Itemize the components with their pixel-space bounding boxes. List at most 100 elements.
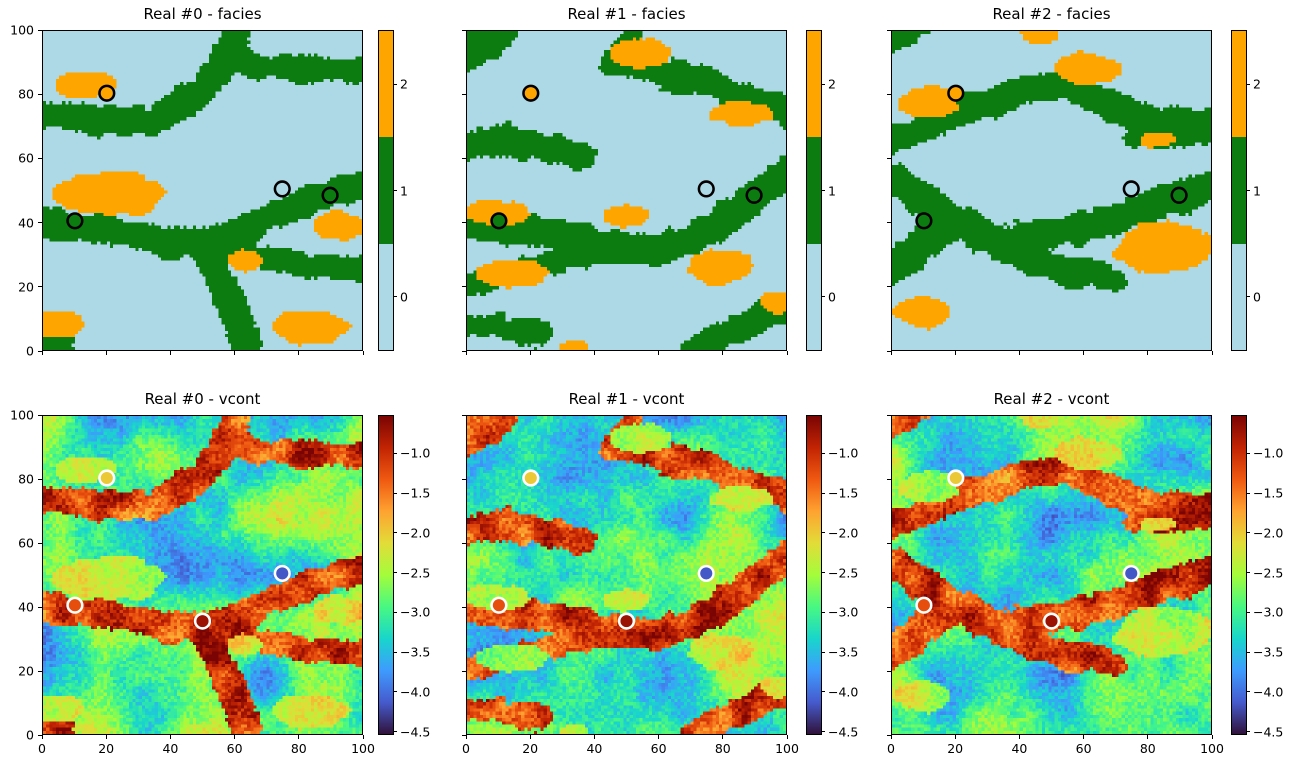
y-tick-label: 0 [26,343,34,359]
y-tick-label: 80 [18,471,34,487]
colorbar-facies-real2: 2 1 0 [1231,30,1261,351]
conditioning-points-overlay [490,84,763,230]
conditioning-point-marker [193,612,212,630]
colorbar-tick-label: −2.0 [828,525,859,541]
x-tick-label: 0 [887,741,895,756]
colorbar-segment [379,137,393,244]
colorbar-tick-mark [393,190,397,191]
plot-title: Real #1 - vcont [568,390,685,408]
colorbar-tick-mark [821,83,825,85]
x-tick-mark [465,735,467,739]
x-tick-label: 60 [226,741,243,756]
x-tick-mark [722,351,724,355]
colorbar-tick-mark [393,452,397,454]
colorbar-tick-label: −4.5 [1253,724,1284,740]
colorbar-tick-mark [821,572,825,574]
vcont-heatmap-real2 [892,416,1211,734]
x-tick-mark [890,735,892,739]
x-tick-mark [41,351,43,355]
y-tick-mark [887,350,891,352]
colorbar-tick-mark [821,611,825,613]
plot-title: Real #0 - vcont [144,390,261,408]
conditioning-point-marker [98,84,116,102]
conditioning-point-marker [617,612,636,630]
y-tick-mark [462,286,466,288]
colorbar-tick-label: 2 [1253,76,1261,92]
x-tick-label: 20 [947,741,964,756]
facies-heatmap-real2 [892,31,1211,350]
y-tick-mark [462,157,466,159]
conditioning-point-marker [1122,180,1140,198]
colorbar-tick-label: −3.0 [1253,604,1284,620]
x-tick-mark [529,735,531,739]
x-tick-label: 40 [162,741,179,756]
x-tick-label: 100 [775,741,799,756]
y-tick-mark [38,734,42,736]
y-tick-mark [38,29,42,31]
colorbar-tick-mark [1246,532,1250,534]
y-tick-mark [38,222,42,224]
y-tick-label: 80 [18,86,34,102]
x-tick-mark [593,351,595,355]
y-tick-label: 60 [18,150,34,166]
x-tick-mark [658,735,660,739]
y-tick-mark [462,542,466,544]
y-tick-label: 100 [10,22,34,38]
colorbar-segment [1232,137,1246,244]
colorbar-tick-mark [393,492,397,494]
colorbar-tick-label: −4.0 [1253,684,1284,700]
colorbar-tick-mark [821,296,825,298]
x-tick-mark [593,735,595,739]
x-tick-mark [298,351,300,355]
x-tick-mark [169,351,171,355]
conditioning-point-marker [915,596,933,614]
conditioning-points-overlay [490,469,715,630]
colorbar-tick-label: −1.5 [400,485,431,501]
x-tick-mark [298,735,300,739]
facies-heatmap-real0 [43,31,362,350]
conditioning-point-marker [522,469,540,487]
x-tick-label: 40 [1011,741,1028,756]
x-tick-label: 40 [586,741,603,756]
colorbar-tick-mark [1246,452,1250,454]
subplot-real1-facies: Real #1 - facies [462,5,788,355]
y-tick-mark [38,606,42,608]
axes-frame [891,415,1212,735]
y-tick-mark [38,286,42,288]
colorbar-vcont-real1: −1.0 −1.5 −2.0 −2.5 −3.0 −3.5 −4.0 −4.5 [806,415,858,739]
subplot-real1-vcont: Real #1 - vcont 0 20 40 60 80 100 [462,390,799,756]
y-tick-mark [38,414,42,416]
facies-heatmap-real1 [467,31,786,350]
x-tick-label: 100 [1200,741,1224,756]
colorbar-tick-label: −2.5 [400,565,431,581]
colorbar-tick-mark [821,731,825,733]
colorbar-tick-mark [393,572,397,574]
x-tick-mark [362,735,364,739]
y-tick-mark [462,478,466,480]
y-tick-mark [462,350,466,352]
colorbar-tick-mark [393,532,397,534]
colorbar-tick-label: 2 [400,76,408,92]
colorbar-tick-label: −3.5 [1253,644,1284,660]
axes-frame [466,30,787,351]
colorbar-tick-mark [821,691,825,693]
y-tick-label: 100 [10,407,34,423]
x-tick-mark [234,735,236,739]
x-tick-mark [954,351,956,355]
subplot-real2-facies: Real #2 - facies [887,5,1213,355]
conditioning-point-marker [273,564,291,582]
y-tick-mark [887,606,891,608]
colorbar-tick-mark [1246,83,1250,85]
y-tick-mark [887,29,891,31]
y-tick-mark [887,157,891,159]
conditioning-point-marker [490,212,508,230]
colorbar-tick-mark [1246,731,1250,733]
y-tick-label: 40 [18,215,34,231]
colorbar-tick-label: 0 [828,289,836,305]
colorbar-tick-label: −2.5 [1253,565,1284,581]
colorbar-vcont-real2: −1.0 −1.5 −2.0 −2.5 −3.0 −3.5 −4.0 −4.5 [1231,415,1283,739]
y-tick-mark [887,222,891,224]
colorbar-tick-mark [393,611,397,613]
colorbar-tick-mark [821,651,825,653]
colorbar-tick-label: 1 [828,183,836,198]
